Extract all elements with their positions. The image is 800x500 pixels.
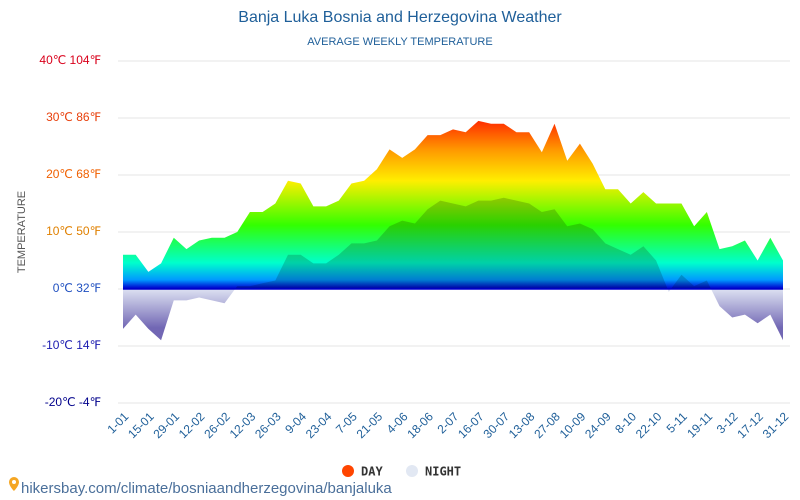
legend-swatch bbox=[342, 465, 354, 477]
pin-hole bbox=[12, 480, 16, 484]
source-link[interactable]: hikersbay.com/climate/bosniaandherzegovi… bbox=[21, 480, 392, 497]
x-tick-label: 24-09 bbox=[582, 409, 614, 441]
y-tick-label: 40℃ 104℉ bbox=[39, 53, 101, 67]
legend-label: NIGHT bbox=[425, 465, 461, 479]
x-tick-label: 19-11 bbox=[684, 409, 715, 440]
y-tick-label: -10℃ 14℉ bbox=[42, 338, 101, 352]
x-tick-label: 29-01 bbox=[151, 409, 183, 441]
x-tick-label: 18-06 bbox=[404, 409, 436, 441]
y-axis-label: TEMPERATURE bbox=[16, 191, 28, 273]
x-tick-label: 22-10 bbox=[633, 409, 665, 441]
y-tick-label: -20℃ -4℉ bbox=[45, 395, 101, 409]
chart-title: Banja Luka Bosnia and Herzegovina Weathe… bbox=[238, 9, 562, 26]
chart-subtitle: AVERAGE WEEKLY TEMPERATURE bbox=[307, 36, 492, 48]
x-tick-label: 10-09 bbox=[557, 409, 589, 441]
x-tick-label: 27-08 bbox=[531, 409, 563, 441]
x-tick-label: 12-03 bbox=[227, 409, 259, 441]
area-night bbox=[123, 197, 783, 341]
source[interactable]: hikersbay.com/climate/bosniaandherzegovi… bbox=[8, 476, 392, 497]
x-tick-label: 31-12 bbox=[760, 409, 792, 441]
x-tick-label: 21-05 bbox=[354, 409, 386, 441]
y-tick-label: 20℃ 68℉ bbox=[46, 167, 101, 181]
x-tick-label: 12-02 bbox=[176, 409, 208, 441]
legend: DAY NIGHT bbox=[342, 465, 461, 479]
x-tick-label: 17-12 bbox=[734, 409, 766, 441]
x-tick-label: 26-03 bbox=[252, 409, 284, 441]
x-tick-label: 26-02 bbox=[201, 409, 233, 441]
y-tick-label: 30℃ 86℉ bbox=[46, 110, 101, 124]
x-tick-label: 23-04 bbox=[303, 409, 335, 441]
x-tick-label: 30-07 bbox=[481, 409, 513, 441]
legend-swatch bbox=[406, 465, 418, 477]
y-tick-label: 10℃ 50℉ bbox=[46, 224, 101, 238]
x-tick-label: 13-08 bbox=[506, 409, 538, 441]
y-tick-label: 0℃ 32℉ bbox=[53, 281, 101, 295]
legend-label: DAY bbox=[361, 465, 383, 479]
x-tick-label: 16-07 bbox=[455, 409, 487, 441]
x-tick-label: 15-01 bbox=[125, 409, 157, 441]
